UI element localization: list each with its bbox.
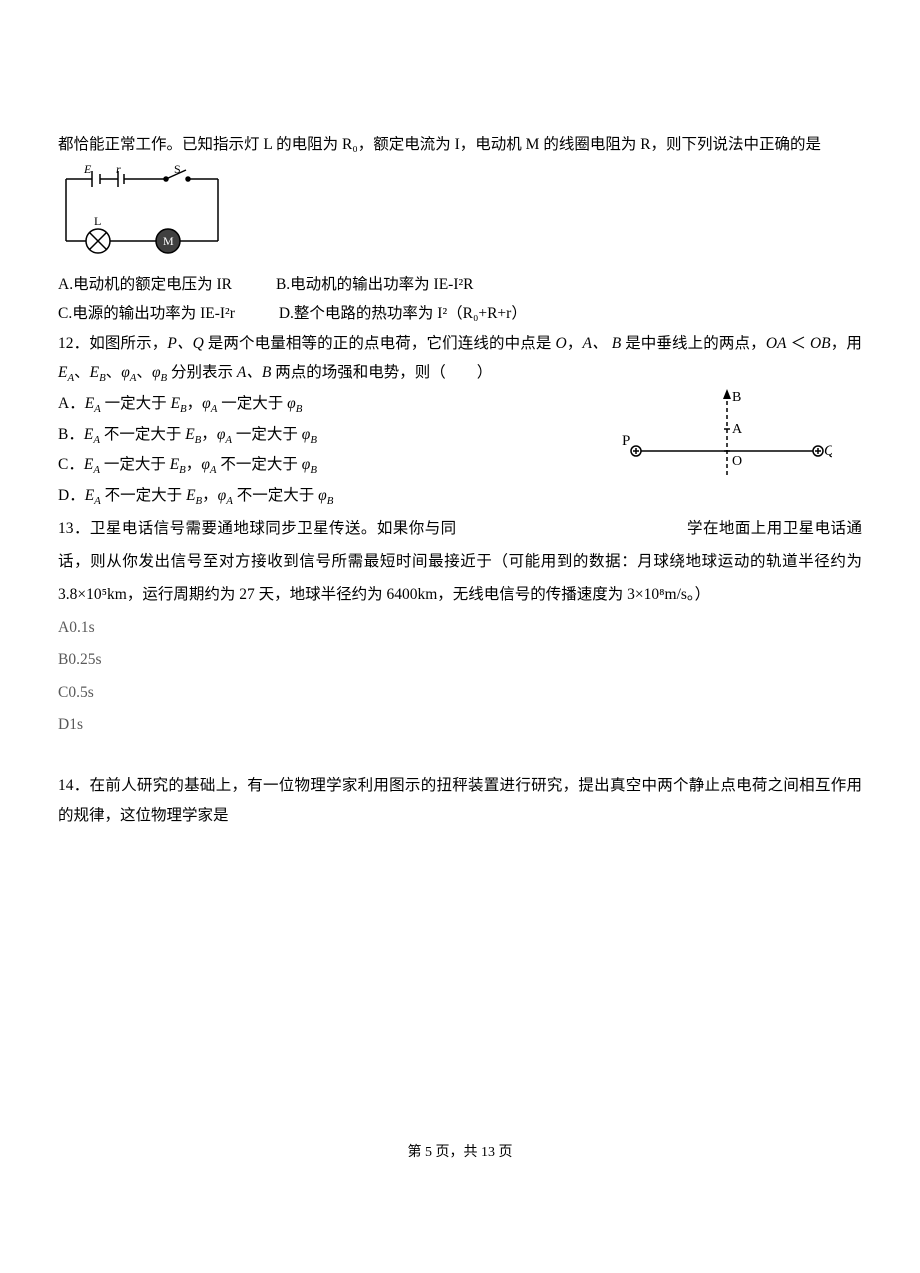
q13-option-a: A0.1s: [58, 612, 862, 645]
q12-stem: 12．如图所示，P、Q 是两个电量相等的正的点电荷，它们连线的中点是 O，A、 …: [58, 329, 862, 389]
q11-option-a: A.电动机的额定电压为 IR: [58, 270, 232, 299]
q11-option-b: B.电动机的输出功率为 IE-I²R: [276, 270, 474, 299]
label-Q: Q: [824, 443, 832, 459]
label-O: O: [732, 454, 742, 469]
label-E: E: [83, 163, 92, 176]
q12-block: 12．如图所示，P、Q 是两个电量相等的正的点电荷，它们连线的中点是 O，A、 …: [58, 329, 862, 512]
phiA: φA: [121, 364, 136, 381]
q13-option-d: D1s: [58, 709, 862, 742]
q11-option-c: C.电源的输出功率为 IE-I²r: [58, 299, 235, 328]
page-footer: 第 5 页，共 13 页: [58, 1140, 862, 1167]
q11-option-d: D.整个电路的热功率为 I²（R₀+R+r）: [279, 299, 527, 328]
label-M: M: [163, 234, 174, 248]
q14-stem: 14．在前人研究的基础上，有一位物理学家利用图示的扭秤装置进行研究，提出真空中两…: [58, 771, 862, 830]
label-r: r: [116, 163, 121, 176]
phiB: φB: [152, 364, 167, 381]
q13-option-c: C0.5s: [58, 677, 862, 710]
EB: EB: [90, 364, 106, 381]
q13-stem: 13．卫星电话信号需要通地球同步卫星传送。如果你与同学在地面上用卫星电话通话，则…: [58, 512, 862, 612]
EA: EA: [58, 364, 74, 381]
q12-figure: P Q O A B: [622, 387, 832, 477]
q12-option-d: D．EA 不一定大于 EB，φA 不一定大于 φB: [58, 481, 862, 512]
label-P: P: [622, 433, 630, 449]
label-A: A: [732, 422, 743, 437]
label-B: B: [732, 390, 741, 405]
q13-options: A0.1s B0.25s C0.5s D1s: [58, 612, 862, 742]
q13-option-b: B0.25s: [58, 644, 862, 677]
label-S: S: [174, 163, 181, 176]
q11-circuit-diagram: E r S L M: [58, 163, 862, 265]
label-L: L: [94, 214, 101, 228]
q11-continuation: 都恰能正常工作。已知指示灯 L 的电阻为 R₀，额定电流为 I，电动机 M 的线…: [58, 130, 862, 159]
